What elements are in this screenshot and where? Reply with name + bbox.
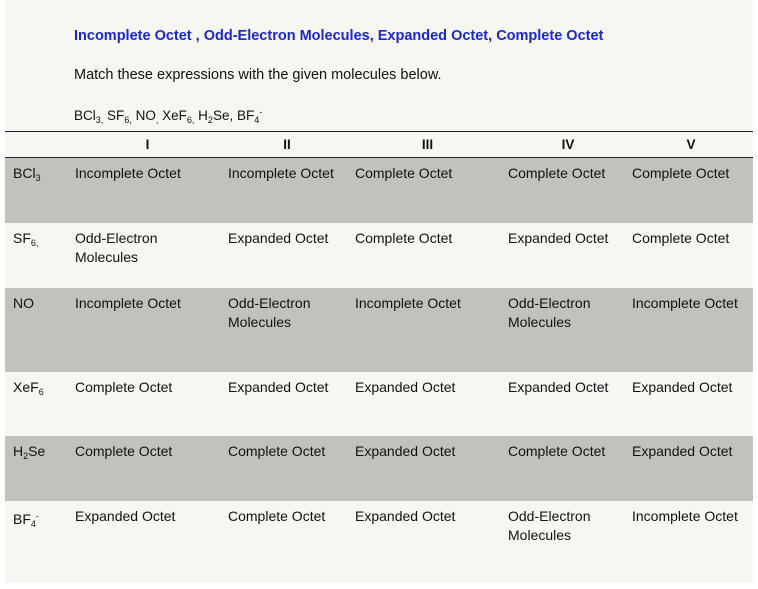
answer-cell: Complete Octet [355, 230, 453, 246]
formula-base: SF [13, 230, 31, 246]
formula-base: NO [135, 108, 156, 123]
answer-cell: Expanded Octet [228, 230, 329, 246]
molecule-cell: NO [13, 294, 68, 313]
matching-table: I II III IV V BCl3 Incomplete Octet Incomplete… [5, 131, 753, 584]
chemical-formula: BF4- [236, 107, 263, 125]
table-row: BF4- Expanded Octet Complete Octet Expanded… [5, 501, 753, 584]
chemical-formula: XeF6 [13, 379, 44, 397]
column-header: III [421, 137, 434, 152]
answer-cell: Incomplete Octet [355, 295, 461, 311]
table-row: NO Incomplete Octet Odd-Electron Molecules… [5, 288, 753, 372]
formula-subscript: 6, [186, 115, 195, 125]
formula-subscript: 2 [23, 451, 29, 461]
answer-cell: Odd-Electron Molecules [228, 295, 311, 330]
table-body: BCl3 Incomplete Octet Incomplete Octet Comp… [5, 158, 753, 584]
answer-cell: Complete Octet [508, 443, 606, 459]
formula-subscript: 2 [207, 115, 213, 125]
answer-cell: Expanded Octet [355, 379, 456, 395]
answer-cell: Expanded Octet [355, 443, 456, 459]
chemical-formula: BCl3, [74, 108, 104, 125]
chemical-formula: H2Se [13, 443, 46, 461]
formula-superscript: - [35, 511, 39, 521]
formula-subscript: 3 [35, 173, 41, 183]
answer-cell: Complete Octet [632, 165, 730, 181]
formula-rest: Se [28, 443, 46, 459]
slide: Incomplete Octet , Odd-Electron Molecule… [5, 0, 753, 583]
column-header: II [283, 137, 291, 152]
answer-cell: Complete Octet [75, 379, 173, 395]
formula-subscript: 6 [38, 387, 44, 397]
chemical-formula: BCl3 [13, 165, 41, 183]
formula-base: XeF [162, 108, 187, 123]
molecule-cell: BF4- [13, 507, 68, 534]
answer-cell: Complete Octet [632, 230, 730, 246]
answer-cell: Complete Octet [228, 508, 326, 524]
formula-base: H [13, 443, 24, 459]
table-row: H2Se Complete Octet Complete Octet Expanded… [5, 436, 753, 501]
molecule-cell: SF6, [13, 229, 68, 253]
formula-base: BCl [13, 165, 36, 181]
table-row: BCl3 Incomplete Octet Incomplete Octet Comp… [5, 158, 753, 223]
answer-cell: Complete Octet [355, 165, 453, 181]
molecule-cell: H2Se [13, 442, 68, 466]
answer-cell: Incomplete Octet [75, 165, 181, 181]
answer-cell: Expanded Octet [632, 379, 733, 395]
molecule-cell: BCl3 [13, 164, 68, 188]
formula-subscript: 6, [124, 115, 132, 125]
answer-cell: Incomplete Octet [632, 508, 738, 524]
chemical-formula: H2Se [198, 108, 230, 125]
molecule-cell: XeF6 [13, 378, 68, 402]
answer-cell: Expanded Octet [632, 443, 733, 459]
table-row: SF6, Odd-Electron Molecules Expanded Octet… [5, 223, 753, 288]
answer-cell: Incomplete Octet [75, 295, 181, 311]
answer-cell: Odd-Electron Molecules [508, 508, 591, 543]
chemical-formula: NO [13, 295, 34, 311]
answer-cell: Complete Octet [508, 165, 606, 181]
formula-base: H [198, 108, 208, 123]
table-header-row: I II III IV V [5, 132, 753, 158]
answer-cell: Odd-Electron Molecules [508, 295, 591, 330]
molecule-list: BCl3, SF6, NO, XeF6, H2Se, BF4- [74, 107, 263, 125]
answer-cell: Expanded Octet [228, 379, 329, 395]
formula-subscript: 6, [30, 238, 39, 248]
formula-superscript: - [259, 107, 263, 117]
column-header: V [686, 137, 696, 152]
formula-subscript: 4 [254, 115, 260, 125]
formula-base: BF [13, 511, 31, 527]
answer-cell: Expanded Octet [355, 508, 456, 524]
chemical-formula: XeF6, [162, 108, 195, 125]
answer-cell: Expanded Octet [508, 230, 609, 246]
formula-base: BF [236, 108, 255, 123]
formula-base: SF [107, 108, 125, 123]
answer-cell: Incomplete Octet [632, 295, 738, 311]
formula-subscript: , [155, 115, 159, 125]
answer-cell: Odd-Electron Molecules [75, 230, 158, 265]
column-header: IV [561, 137, 575, 152]
answer-cell: Complete Octet [228, 443, 326, 459]
chemical-formula: SF6, [107, 108, 132, 125]
answer-cell: Incomplete Octet [228, 165, 334, 181]
table-row: XeF6 Complete Octet Expanded Octet Expanded… [5, 372, 753, 436]
formula-base: BCl [74, 108, 96, 123]
formula-subscript: 3, [95, 115, 104, 125]
formula-base: NO [13, 295, 34, 311]
formula-base: XeF [13, 379, 39, 395]
instruction-text: Match these expressions with the given m… [74, 67, 442, 83]
slide-title: Incomplete Octet , Odd-Electron Molecule… [74, 28, 604, 44]
formula-rest: Se [212, 108, 230, 123]
chemical-formula: SF6, [13, 230, 39, 248]
formula-subscript: 4 [30, 519, 36, 529]
answer-cell: Complete Octet [75, 443, 173, 459]
answer-cell: Expanded Octet [508, 379, 609, 395]
chemical-formula: BF4- [13, 511, 39, 529]
answer-cell: Expanded Octet [75, 508, 176, 524]
column-header: I [145, 137, 150, 152]
chemical-formula: NO, [135, 108, 159, 125]
